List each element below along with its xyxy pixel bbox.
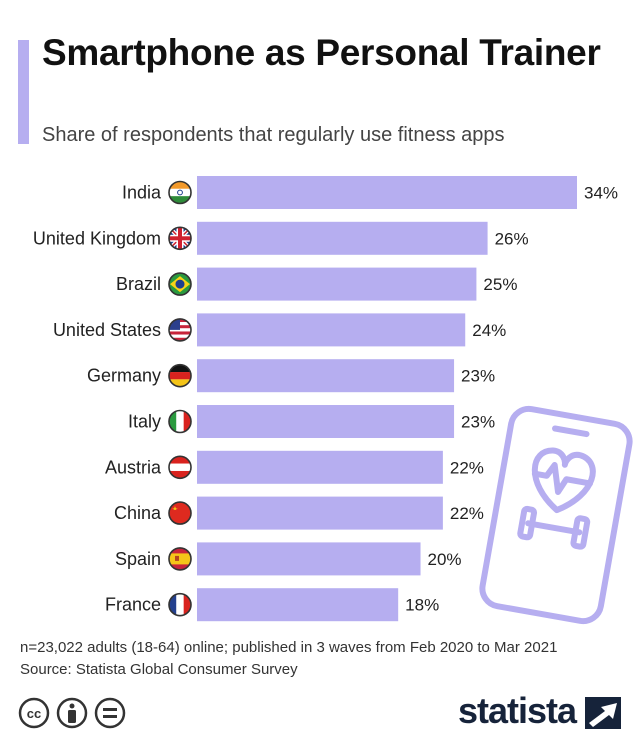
flag-border bbox=[168, 501, 192, 525]
nd-icon[interactable] bbox=[94, 697, 126, 729]
flag-india-icon bbox=[169, 181, 191, 204]
bar bbox=[197, 450, 443, 484]
bar bbox=[197, 221, 488, 255]
bars-group: India 34% United Kingdom 26% Brazil 25% United… bbox=[33, 176, 618, 622]
phone-fitness-icon bbox=[479, 405, 633, 625]
bar bbox=[197, 313, 466, 347]
flag-border bbox=[168, 592, 192, 617]
value-label: 23% bbox=[461, 367, 495, 386]
flag-brazil-icon bbox=[169, 273, 191, 296]
category-label: United States bbox=[53, 320, 161, 340]
value-label: 23% bbox=[461, 413, 495, 432]
svg-text:cc: cc bbox=[27, 706, 41, 721]
bar bbox=[197, 496, 443, 530]
flag-usa-icon bbox=[169, 318, 191, 341]
bar bbox=[197, 267, 477, 301]
category-label: Austria bbox=[105, 457, 162, 477]
flag-border bbox=[168, 180, 192, 205]
flag-border bbox=[168, 272, 192, 296]
bar bbox=[197, 359, 455, 393]
by-icon[interactable] bbox=[56, 697, 88, 729]
footnote: n=23,022 adults (18-64) online; publishe… bbox=[20, 637, 557, 681]
license-icons: cc bbox=[18, 697, 126, 729]
bar bbox=[197, 176, 577, 209]
value-label: 34% bbox=[584, 184, 618, 203]
category-label: Germany bbox=[87, 366, 161, 386]
statista-brand[interactable]: statista bbox=[458, 690, 577, 731]
bar-chart: India 34% United Kingdom 26% Brazil 25% United… bbox=[33, 176, 633, 625]
value-label: 26% bbox=[495, 229, 529, 248]
value-label: 24% bbox=[472, 321, 506, 340]
flag-spain-icon bbox=[169, 547, 191, 570]
chart-subtitle: Share of respondents that regularly use … bbox=[42, 124, 505, 146]
cc-icon[interactable]: cc bbox=[18, 697, 50, 729]
category-label: United Kingdom bbox=[33, 228, 161, 248]
category-label: Italy bbox=[128, 412, 161, 432]
flag-france-icon bbox=[169, 593, 191, 616]
flag-italy-icon bbox=[169, 410, 191, 433]
flag-china-icon bbox=[169, 502, 191, 525]
flag-border bbox=[168, 547, 192, 571]
value-label: 18% bbox=[405, 596, 439, 615]
title-accent-bar bbox=[18, 40, 29, 144]
category-label: France bbox=[105, 595, 161, 615]
value-label: 22% bbox=[450, 458, 484, 477]
flag-border bbox=[168, 318, 192, 342]
flag-germany-icon bbox=[169, 364, 191, 387]
chart-title: Smartphone as Personal Trainer bbox=[42, 32, 601, 73]
bar bbox=[197, 588, 399, 622]
flag-border bbox=[168, 409, 192, 434]
category-label: Spain bbox=[115, 549, 161, 569]
value-label: 22% bbox=[450, 504, 484, 523]
value-label: 25% bbox=[483, 275, 517, 294]
flag-border bbox=[168, 226, 192, 251]
bar bbox=[197, 405, 455, 438]
flag-border bbox=[168, 455, 192, 480]
category-label: China bbox=[114, 503, 162, 523]
bar bbox=[197, 542, 421, 576]
statista-logo-icon[interactable] bbox=[585, 697, 621, 729]
value-label: 20% bbox=[428, 550, 462, 569]
flag-austria-icon bbox=[169, 456, 191, 479]
category-label: India bbox=[122, 183, 162, 203]
source-note: Source: Statista Global Consumer Survey bbox=[20, 661, 298, 678]
sample-note: n=23,022 adults (18-64) online; publishe… bbox=[20, 639, 558, 656]
category-label: Brazil bbox=[116, 274, 161, 294]
flag-border bbox=[168, 363, 192, 388]
